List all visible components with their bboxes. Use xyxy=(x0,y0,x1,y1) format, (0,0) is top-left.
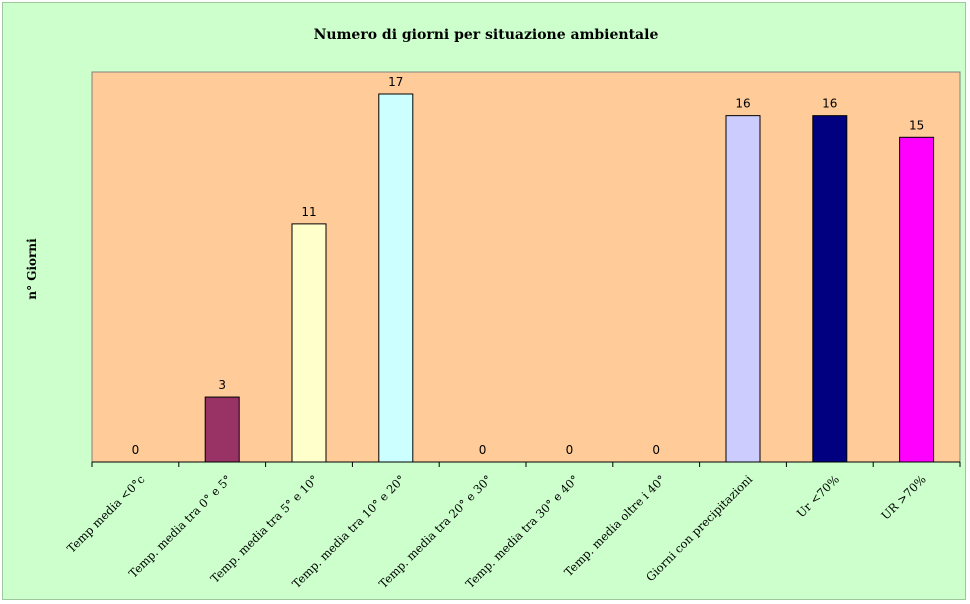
data-label: 15 xyxy=(909,118,924,132)
chart-svg: Numero di giorni per situazione ambienta… xyxy=(25,27,961,591)
bar xyxy=(812,115,848,463)
data-label: 3 xyxy=(218,378,226,392)
data-label: 16 xyxy=(822,97,837,111)
data-label-group: 0 3 11 17 0 0 0 16 16 15 xyxy=(132,75,925,457)
bar-group xyxy=(204,93,935,463)
data-label: 16 xyxy=(735,97,750,111)
x-tick-label: UR >70% xyxy=(878,472,928,522)
bar xyxy=(291,223,327,463)
x-tick-label: Temp media <0°c xyxy=(64,472,147,555)
data-label: 0 xyxy=(479,443,487,457)
data-label: 0 xyxy=(566,443,574,457)
chart-title: Numero di giorni per situazione ambienta… xyxy=(314,27,659,43)
data-label: 11 xyxy=(301,205,316,219)
x-tick-label: Ur <70% xyxy=(794,472,842,520)
y-axis-label: n° Giorni xyxy=(25,238,39,300)
data-label: 17 xyxy=(388,75,403,89)
bar xyxy=(378,93,414,463)
data-label: 0 xyxy=(652,443,660,457)
bar xyxy=(204,396,240,463)
bar xyxy=(899,136,935,463)
x-axis xyxy=(91,461,961,467)
x-tick-label: Temp. media oltre i 40° xyxy=(561,472,668,579)
bar xyxy=(725,115,761,463)
data-label: 0 xyxy=(132,443,140,457)
